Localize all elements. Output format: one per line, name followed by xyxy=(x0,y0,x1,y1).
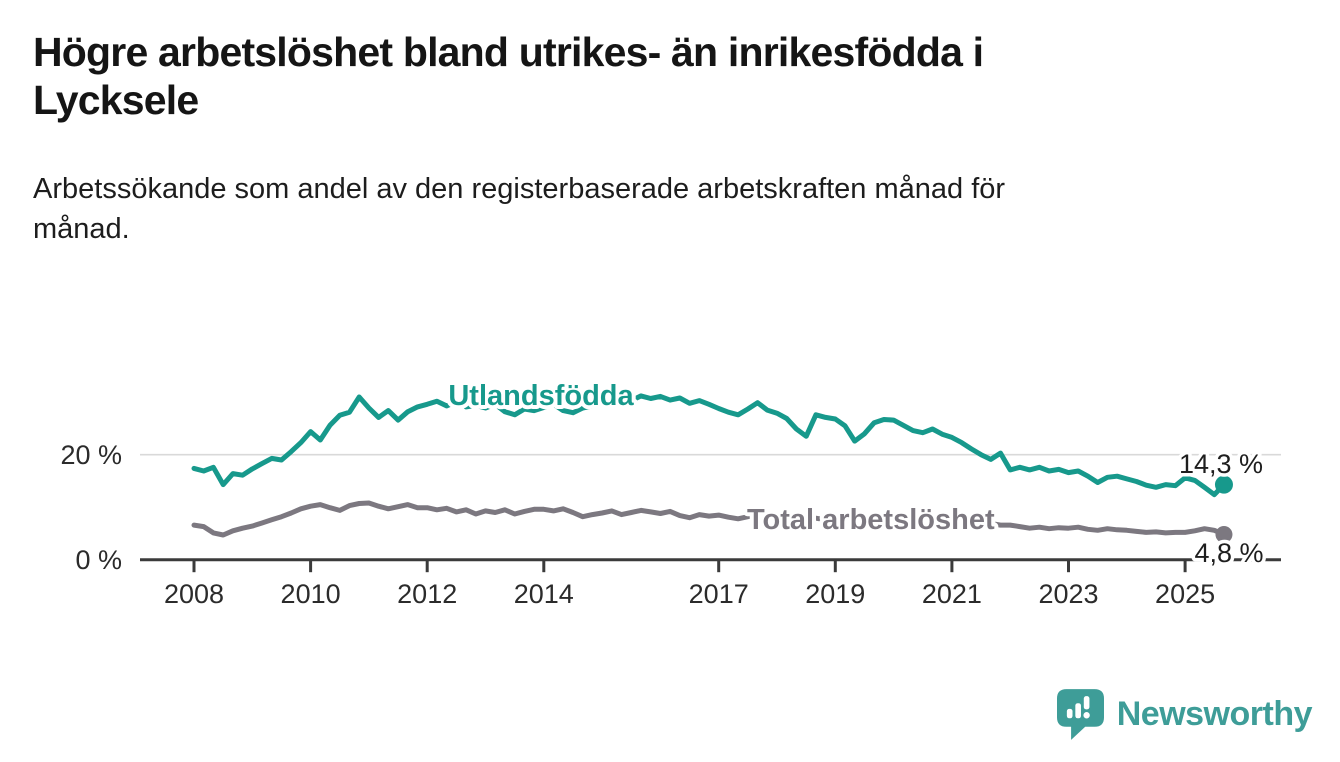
series-line-total-arbetsloshet xyxy=(191,500,1227,538)
y-axis-label: 20 % xyxy=(60,440,122,470)
newsworthy-logo[interactable]: Newsworthy xyxy=(1056,689,1313,740)
x-axis-label-2017: 2017 xyxy=(689,579,749,609)
x-axis-label-2010: 2010 xyxy=(281,579,341,609)
page-title: Högre arbetslöshet bland utrikes- än inr… xyxy=(33,29,984,124)
x-axis-label-2014: 2014 xyxy=(514,579,574,609)
series-end-dot-utlandsfodda xyxy=(1214,475,1233,494)
series-line-utlandsfodda xyxy=(191,393,1227,498)
end-value-label-total-arbetsloshet: 4,8 % xyxy=(1194,538,1263,568)
page-subtitle: Arbetssökande som andel av den registerb… xyxy=(33,172,1006,246)
y-axis-label: 0 % xyxy=(75,545,122,575)
end-value-label-utlandsfodda: 14,3 % xyxy=(1179,449,1263,479)
chart-header: Högre arbetslöshet bland utrikes- än inr… xyxy=(0,28,1340,250)
x-axis-label-2025: 2025 xyxy=(1155,579,1215,609)
x-axis-label-2008: 2008 xyxy=(164,579,224,609)
series-label-total-arbetsloshet: Total arbetslöshet xyxy=(747,504,995,536)
series-label-utlandsfodda: Utlandsfödda xyxy=(448,380,634,412)
x-axis-label-2019: 2019 xyxy=(805,579,865,609)
x-axis-label-2012: 2012 xyxy=(397,579,457,609)
newsworthy-logo-icon xyxy=(1056,689,1104,740)
series-end-dot-total-arbetsloshet xyxy=(1215,526,1233,543)
newsworthy-logo-text: Newsworthy xyxy=(1116,695,1313,733)
x-axis-label-2023: 2023 xyxy=(1038,579,1098,609)
x-axis-label-2021: 2021 xyxy=(922,579,982,609)
unemployment-line-chart: 20 % 0 % 2008 2010 2012 2014 2017 2019 2021 2023 2… xyxy=(60,376,1281,609)
